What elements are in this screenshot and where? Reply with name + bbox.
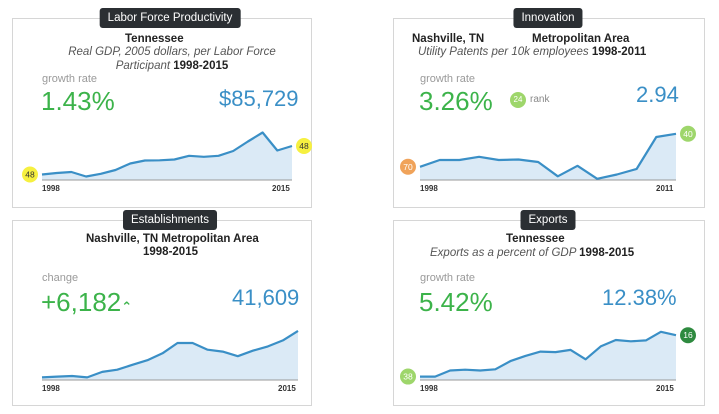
exports-subtitle: Exports as a percent of GDP 1998-2015 xyxy=(430,246,634,260)
innovation-subtitle-text: Utility Patents per 10k employees xyxy=(418,46,589,58)
start-year-label: 1998 xyxy=(42,384,60,393)
sparkline-area xyxy=(42,330,298,380)
exports-subtitle-text: Exports as a percent of GDP xyxy=(430,247,576,259)
establishments-metric-value: +6,182⌃ xyxy=(41,287,132,318)
productivity-sparkline: 1998 2015 48 48 xyxy=(22,131,312,193)
innovation-rank-badge: 24 xyxy=(510,92,526,108)
establishments-secondary-value: 41,609 xyxy=(232,285,300,310)
arrow-up-icon: ⌃ xyxy=(121,299,133,314)
productivity-tab[interactable]: Labor Force Productivity xyxy=(99,8,241,28)
establishments-years: 1998-2015 xyxy=(143,246,198,258)
end-year-label: 2015 xyxy=(278,384,296,393)
end-rank-badge-text: 40 xyxy=(683,129,693,139)
innovation-metric-value: 3.26% xyxy=(419,86,493,116)
productivity-years: 1998-2015 xyxy=(173,60,229,72)
exports-secondary-value: 12.38% xyxy=(602,285,677,310)
start-rank-badge-circle xyxy=(400,158,416,175)
sparkline-line xyxy=(420,330,677,378)
start-rank-badge-text: 70 xyxy=(403,162,413,172)
innovation-sparkline: 1998 2011 70 40 xyxy=(400,125,696,193)
sparkline-area xyxy=(420,133,676,180)
start-year-label: 1998 xyxy=(420,384,438,393)
productivity-secondary-value: $85,729 xyxy=(219,86,299,111)
start-rank-badge-circle xyxy=(400,368,416,385)
end-rank-badge-circle xyxy=(680,125,696,142)
establishments-tab[interactable]: Establishments xyxy=(123,210,217,230)
exports-years: 1998-2015 xyxy=(579,247,635,259)
innovation-metric-label: growth rate xyxy=(420,73,476,85)
productivity-metric-label: growth rate xyxy=(42,73,98,85)
sparkline-area xyxy=(420,331,676,380)
start-year-label: 1998 xyxy=(42,184,60,193)
innovation-title-right: Metropolitan Area xyxy=(532,33,630,45)
end-year-label: 2015 xyxy=(656,384,674,393)
sparkline-line xyxy=(41,329,299,379)
establishments-title: Nashville, TN Metropolitan Area xyxy=(86,233,259,245)
innovation-subtitle: Utility Patents per 10k employees 1998-2… xyxy=(418,45,646,59)
productivity-subtitle-line1: Real GDP, 2005 dollars, per Labor Force xyxy=(68,46,276,58)
sparkline-line xyxy=(419,132,677,180)
sparkline-area xyxy=(42,132,292,180)
start-rank-badge-text: 48 xyxy=(25,170,35,180)
end-rank-badge-circle xyxy=(680,327,696,344)
innovation-secondary-value: 2.94 xyxy=(636,82,679,107)
establishments-sparkline: 1998 2015 xyxy=(41,329,299,393)
sparkline-line xyxy=(41,131,293,178)
exports-title: Tennessee xyxy=(506,233,565,245)
end-rank-badge-text: 16 xyxy=(683,330,693,340)
start-rank-badge-circle xyxy=(22,166,38,183)
end-rank-badge-text: 48 xyxy=(299,141,309,151)
start-year-label: 1998 xyxy=(420,184,438,193)
exports-metric-value: 5.42% xyxy=(419,287,493,317)
innovation-rank-label: rank xyxy=(530,94,550,105)
innovation-title-left: Nashville, TN xyxy=(412,33,485,45)
start-rank-badge-text: 38 xyxy=(403,372,413,382)
innovation-years: 1998-2011 xyxy=(591,46,647,58)
end-year-label: 2011 xyxy=(656,184,674,193)
productivity-metric-value: 1.43% xyxy=(41,86,115,116)
establishments-change-value: +6,182 xyxy=(41,287,122,317)
innovation-tab[interactable]: Innovation xyxy=(513,8,583,28)
establishments-metric-label: change xyxy=(42,272,79,284)
end-year-label: 2015 xyxy=(272,184,290,193)
exports-tab[interactable]: Exports xyxy=(520,210,576,230)
productivity-subtitle: Real GDP, 2005 dollars, per Labor Force … xyxy=(52,45,292,73)
exports-metric-label: growth rate xyxy=(420,272,476,284)
end-rank-badge-circle xyxy=(296,138,312,154)
productivity-title: Tennessee xyxy=(125,33,184,45)
exports-sparkline: 1998 2015 38 16 xyxy=(400,327,696,393)
productivity-subtitle-line2: Participant xyxy=(115,60,171,72)
